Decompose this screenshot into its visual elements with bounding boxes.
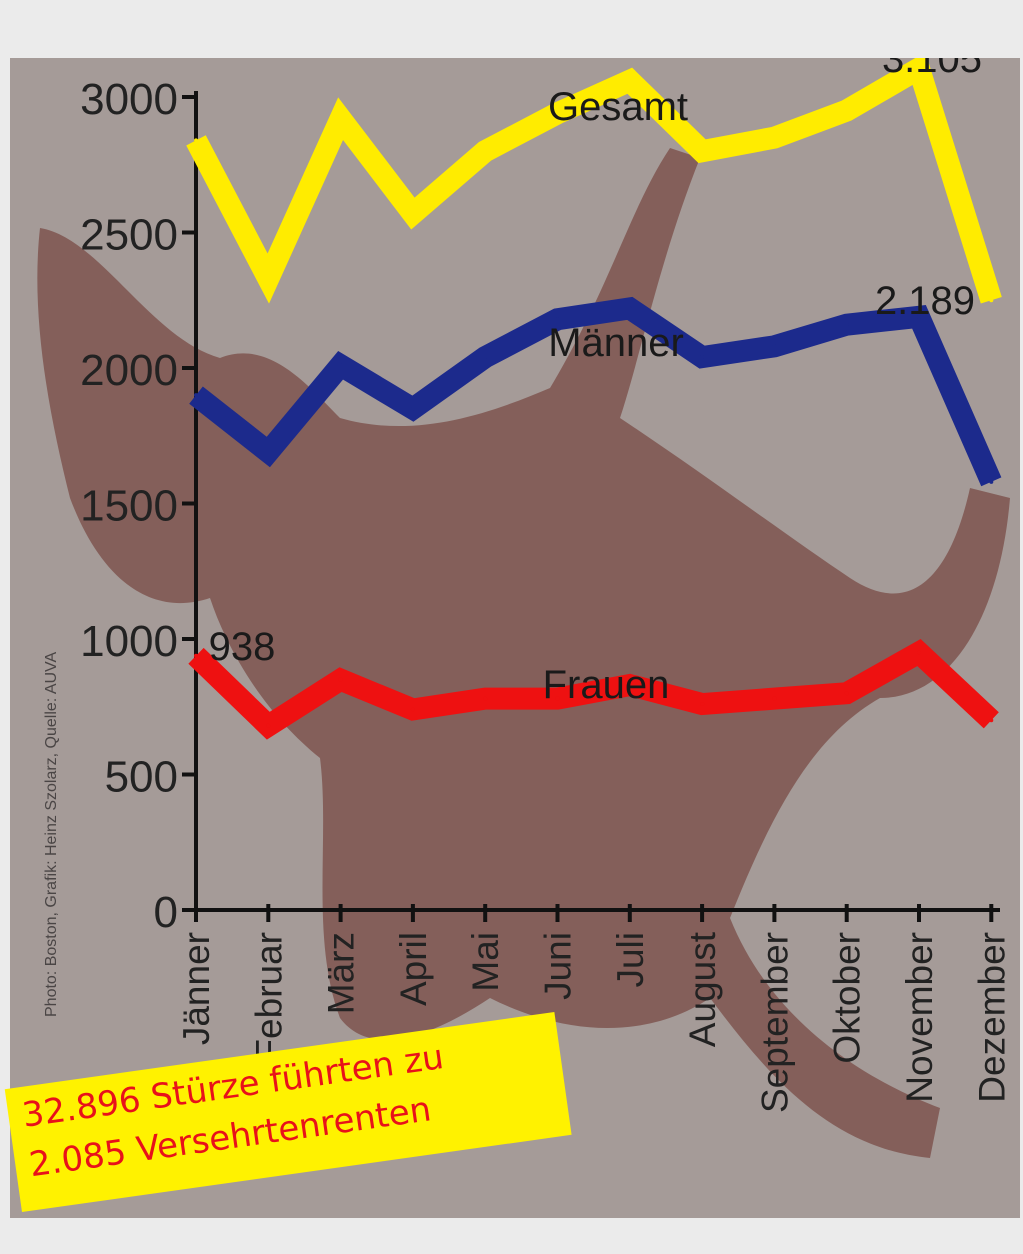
series-line-frauen bbox=[188, 639, 999, 740]
x-tick-label: Februar bbox=[248, 932, 289, 1062]
data-point-gesamt bbox=[772, 135, 777, 140]
x-tick-label: März bbox=[321, 932, 362, 1014]
y-tick-label: 3000 bbox=[80, 75, 178, 124]
data-point-männer bbox=[989, 479, 994, 484]
x-tick-label: November bbox=[899, 932, 940, 1103]
series-group bbox=[186, 58, 1002, 740]
data-point-männer bbox=[194, 393, 198, 398]
y-tick-label: 2500 bbox=[80, 211, 178, 260]
data-point-männer bbox=[627, 306, 632, 311]
data-label-max-gesamt: 3.105 bbox=[882, 58, 982, 81]
y-tick-label: 2000 bbox=[80, 346, 178, 395]
falling-person-silhouette bbox=[37, 148, 1010, 1158]
data-label-start-frauen: 938 bbox=[209, 625, 276, 669]
data-point-männer bbox=[410, 406, 415, 411]
data-point-frauen bbox=[338, 677, 343, 682]
labels-group: Gesamt Männer Frauen 3.105 2.189 938 bbox=[209, 58, 982, 707]
x-tick-label: September bbox=[754, 932, 795, 1113]
photo-credit: Photo: Boston, Grafik: Heinz Szolarz, Qu… bbox=[43, 651, 60, 1017]
chart-frame: 0 500 1000 1500 2000 2500 3000 Jänner Februar Mär… bbox=[10, 58, 1020, 1218]
x-tick-label: Dezember bbox=[971, 932, 1012, 1103]
data-point-frauen bbox=[410, 707, 415, 712]
data-label-max-maenner: 2.189 bbox=[875, 279, 975, 323]
line-chart: 0 500 1000 1500 2000 2500 3000 Jänner Februar Mär… bbox=[37, 58, 1012, 1158]
data-point-männer bbox=[844, 322, 849, 327]
data-point-gesamt bbox=[700, 149, 705, 154]
series-line-gesamt bbox=[186, 58, 1002, 304]
series-label-maenner: Männer bbox=[548, 321, 684, 365]
data-point-frauen bbox=[772, 696, 777, 701]
data-point-gesamt bbox=[266, 276, 271, 281]
data-point-männer bbox=[266, 450, 271, 455]
data-point-männer bbox=[483, 355, 488, 360]
y-tick-label: 500 bbox=[105, 753, 178, 802]
y-tick-label: 1500 bbox=[80, 482, 178, 531]
data-point-frauen bbox=[917, 650, 921, 655]
data-point-frauen bbox=[194, 653, 198, 658]
data-point-männer bbox=[700, 355, 705, 360]
data-point-gesamt bbox=[483, 149, 488, 154]
data-point-gesamt bbox=[338, 116, 343, 121]
data-point-gesamt bbox=[989, 298, 994, 303]
x-tick-label: Mai bbox=[465, 932, 506, 992]
data-point-gesamt bbox=[194, 138, 198, 143]
data-point-gesamt bbox=[917, 66, 921, 71]
series-label-frauen: Frauen bbox=[543, 663, 670, 707]
data-point-männer bbox=[555, 317, 560, 322]
y-tick-label: 1000 bbox=[80, 617, 178, 666]
data-point-männer bbox=[917, 314, 921, 319]
series-line-männer bbox=[189, 296, 1002, 487]
data-point-frauen bbox=[700, 702, 705, 707]
data-point-frauen bbox=[844, 691, 849, 696]
data-point-frauen bbox=[266, 723, 271, 728]
data-point-frauen bbox=[627, 683, 632, 688]
x-tick-label: April bbox=[393, 932, 434, 1006]
data-point-gesamt bbox=[844, 108, 849, 113]
data-point-gesamt bbox=[555, 111, 560, 116]
series-label-gesamt: Gesamt bbox=[548, 85, 688, 129]
data-point-männer bbox=[338, 363, 343, 368]
data-point-frauen bbox=[989, 718, 994, 723]
x-tick-label: Juli bbox=[610, 932, 651, 988]
data-point-frauen bbox=[555, 696, 560, 701]
x-tick-label: Oktober bbox=[827, 932, 868, 1064]
axes: 0 500 1000 1500 2000 2500 3000 Jänner Februar Mär… bbox=[80, 75, 1012, 1113]
y-tick-label: 0 bbox=[154, 888, 178, 937]
data-point-frauen bbox=[483, 696, 488, 701]
x-tick-label: Jänner bbox=[176, 932, 217, 1045]
x-tick-label: Juni bbox=[538, 932, 579, 1000]
data-point-gesamt bbox=[627, 78, 632, 83]
data-point-männer bbox=[772, 344, 777, 349]
x-tick-label: August bbox=[682, 931, 723, 1047]
data-point-gesamt bbox=[410, 211, 415, 216]
